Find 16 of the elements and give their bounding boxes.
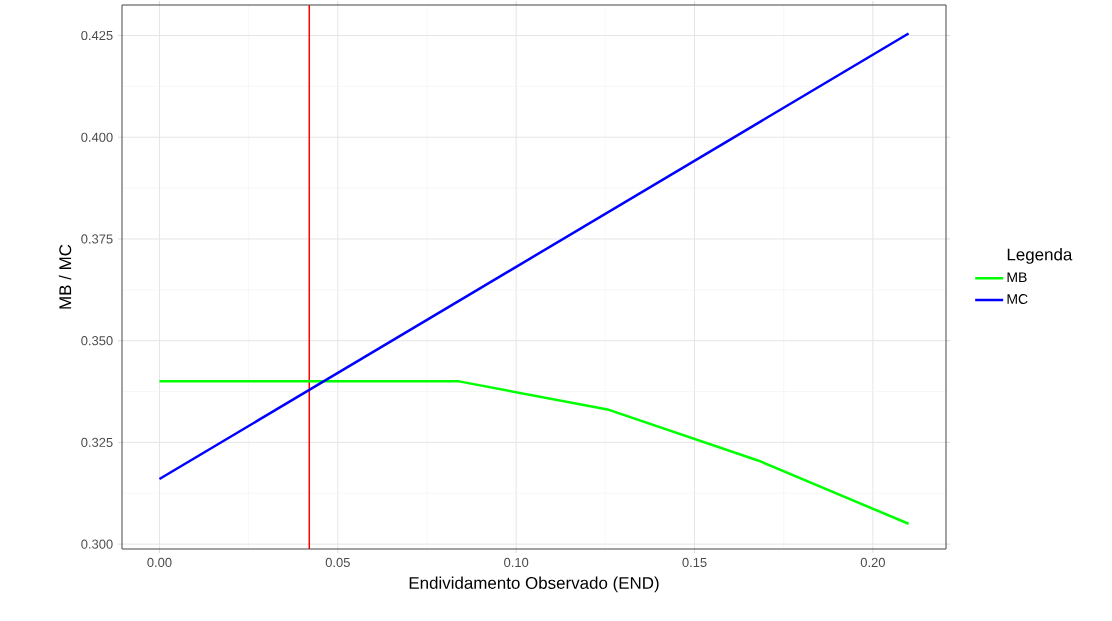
y-tick-label: 0.325	[81, 437, 113, 447]
y-tick-label: 0.375	[81, 234, 113, 244]
y-tick-label: 0.350	[81, 336, 113, 346]
x-axis-title: Endividamento Observado (END)	[409, 576, 659, 593]
y-tick-label: 0.400	[81, 132, 113, 142]
x-tick-label: 0.05	[325, 557, 350, 568]
y-axis-title: MB / MC	[58, 244, 72, 309]
x-tick-label: 0.00	[147, 557, 172, 568]
y-tick-label: 0.425	[81, 30, 113, 41]
legend-title: Legenda	[1007, 248, 1073, 264]
x-tick-label: 0.10	[504, 557, 529, 568]
x-tick-label: 0.15	[682, 557, 707, 568]
x-tick-label: 0.20	[860, 557, 885, 568]
legend-label: MC	[1007, 294, 1028, 304]
legend-label: MB	[1007, 272, 1027, 283]
y-tick-label: 0.300	[81, 539, 113, 549]
